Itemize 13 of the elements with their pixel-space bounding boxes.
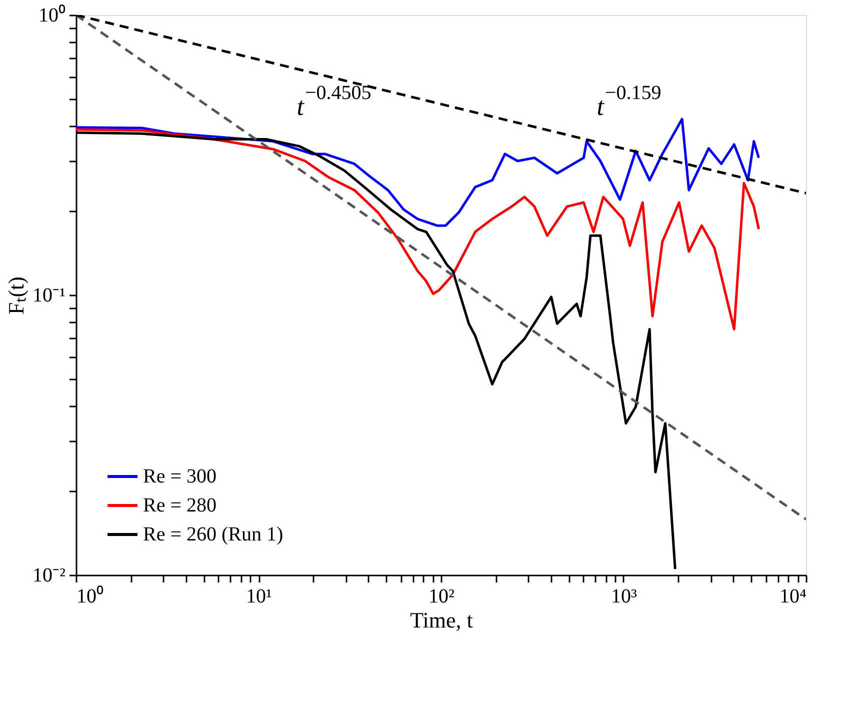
y-tick-label: 10⁻² xyxy=(32,564,66,586)
legend-label: Re = 260 (Run 1) xyxy=(143,524,284,546)
x-tick-label: 10⁰ xyxy=(76,584,104,608)
x-tick-label: 10³ xyxy=(611,586,637,608)
x-tick-label: 10² xyxy=(428,586,454,608)
y-tick-label: 10⁻¹ xyxy=(32,284,66,306)
y-tick-label: 10⁰ xyxy=(38,4,66,26)
legend-label: Re = 280 xyxy=(143,494,216,516)
x-tick-label: 10¹ xyxy=(246,586,272,608)
x-tick-label: 10⁴ xyxy=(780,586,807,608)
y-axis-title: Fₜ(t) xyxy=(4,276,29,314)
x-axis-title: Time, t xyxy=(410,608,473,632)
legend-label: Re = 300 xyxy=(143,466,216,488)
